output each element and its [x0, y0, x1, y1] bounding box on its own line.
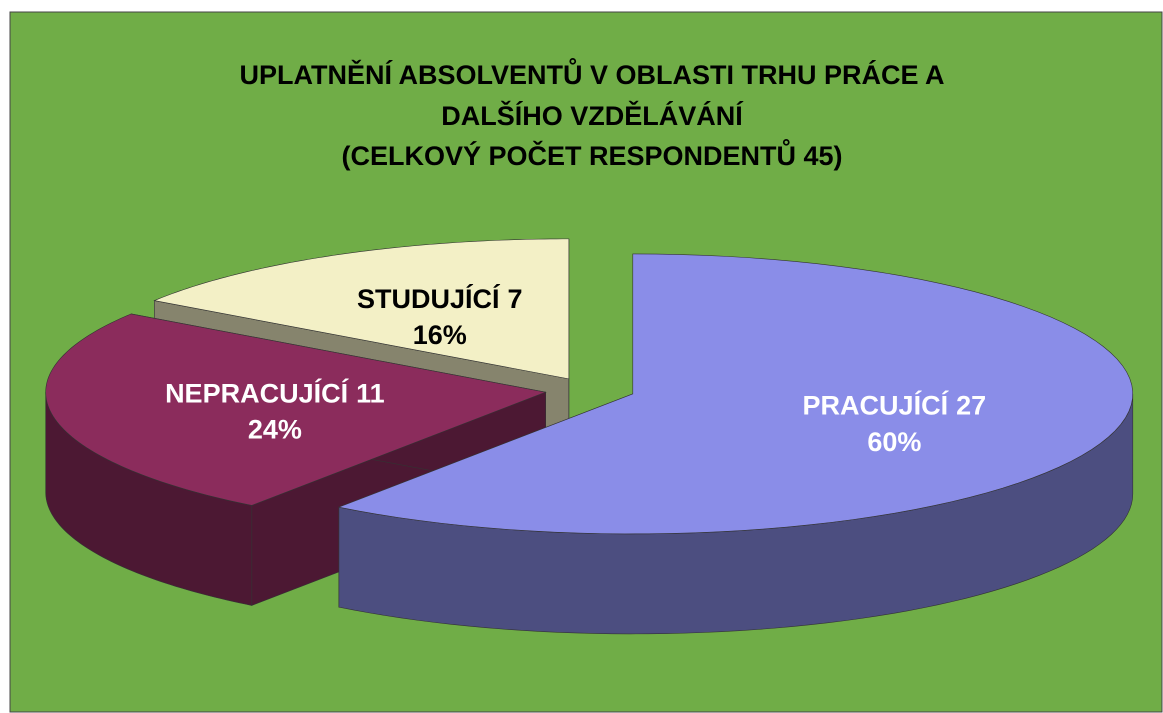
category-name: PRACUJÍCÍ [803, 390, 950, 421]
chart-title: (CELKOVÝ POČET RESPONDENTŮ 45) [341, 138, 842, 171]
pie-slice [337, 253, 1134, 535]
percent-label: 24% [248, 415, 302, 445]
category-name: NEPRACUJÍCÍ [165, 378, 350, 409]
value-label: 27 [956, 391, 986, 421]
slice-label: STUDUJÍCÍ 7 [357, 283, 523, 314]
pie-slice [153, 238, 570, 380]
chart-title: DALŠÍHO VZDĚLÁVÁNÍ [441, 100, 744, 131]
category-name: STUDUJÍCÍ [357, 283, 501, 314]
pie-slice [45, 313, 547, 506]
value-label: 7 [508, 284, 523, 314]
slice-label: NEPRACUJÍCÍ 11 [165, 378, 385, 409]
value-label: 11 [356, 379, 385, 409]
pie [45, 238, 1134, 635]
percent-label: 60% [867, 427, 921, 457]
chart-title: UPLATNĚNÍ ABSOLVENTŮ V OBLASTI TRHU PRÁC… [239, 57, 944, 90]
slice-label: PRACUJÍCÍ 27 [803, 390, 987, 421]
percent-label: 16% [413, 320, 467, 350]
